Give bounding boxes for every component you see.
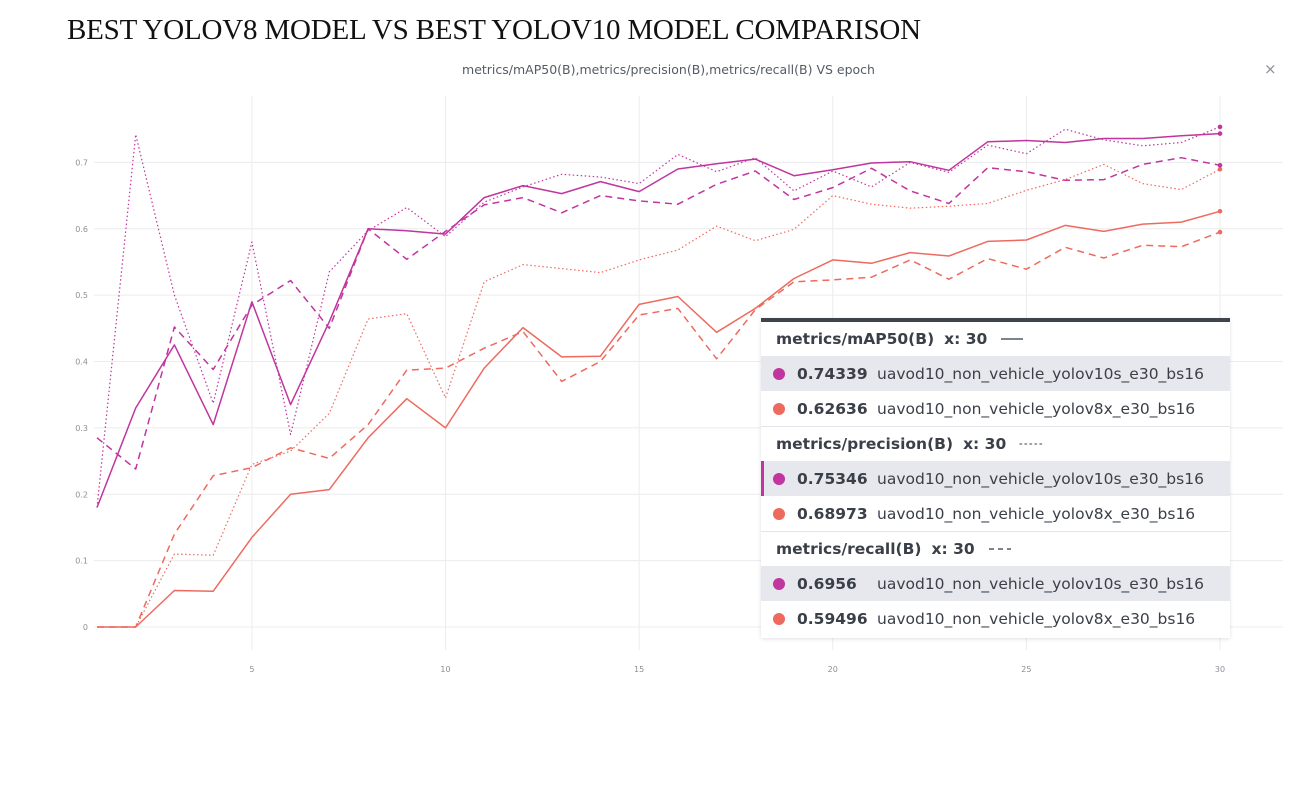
hover-markers — [1217, 124, 1223, 235]
y-tick-label: 0.3 — [75, 424, 88, 433]
x-tick-label: 10 — [440, 665, 450, 674]
tooltip-value: 0.59496 — [797, 609, 868, 628]
y-tick-label: 0.7 — [75, 158, 88, 167]
line-style-solid-icon — [1001, 338, 1024, 340]
series-line-precision-yolov10s — [96, 126, 1221, 508]
tooltip-value: 0.75346 — [797, 469, 868, 488]
series-color-dot-icon — [773, 402, 785, 415]
series-line-precision-yolov8x — [97, 163, 1221, 628]
tooltip-x-value: x: 30 — [944, 330, 988, 348]
tooltip-x-value: x: 30 — [931, 540, 975, 558]
y-tick-label: 0.1 — [75, 557, 88, 566]
tooltip-run-name: uavod10_non_vehicle_yolov10s_e30_bs16 — [877, 574, 1204, 593]
tooltip-metric-name: metrics/recall(B) — [776, 540, 922, 558]
series-line-recall-yolov8x — [97, 231, 1221, 628]
chart-title: metrics/mAP50(B),metrics/precision(B),me… — [462, 62, 875, 77]
x-tick-label: 20 — [828, 665, 838, 674]
x-tick-label: 5 — [249, 665, 254, 674]
hover-point-map50-yolov8x — [1217, 208, 1223, 214]
hover-point-map50-yolov10s — [1217, 131, 1223, 136]
hover-point-recall-yolov10s — [1217, 162, 1223, 168]
tooltip-row: 0.75346 uavod10_non_vehicle_yolov10s_e30_… — [761, 461, 1230, 496]
tooltip-row: 0.62636 uavod10_non_vehicle_yolov8x_e30_b… — [761, 391, 1230, 426]
tooltip-value: 0.68973 — [797, 504, 868, 523]
line-style-dashed-icon — [988, 548, 1011, 550]
hover-point-precision-yolov10s — [1217, 124, 1223, 130]
series-color-dot-icon — [773, 367, 785, 380]
series-color-dot-icon — [773, 507, 785, 520]
tooltip-row: 0.6956 uavod10_non_vehicle_yolov10s_e30_b… — [761, 566, 1230, 601]
tooltip-run-name: uavod10_non_vehicle_yolov8x_e30_bs16 — [877, 504, 1196, 523]
tooltip-run-name: uavod10_non_vehicle_yolov8x_e30_bs16 — [877, 399, 1196, 418]
tooltip-group-header: metrics/mAP50(B) x: 30 — [761, 322, 1230, 356]
tooltip-row: 0.68973 uavod10_non_vehicle_yolov8x_e30_b… — [761, 496, 1230, 531]
tooltip-run-name: uavod10_non_vehicle_yolov8x_e30_bs16 — [877, 609, 1196, 628]
x-tick-label: 25 — [1021, 665, 1031, 674]
x-tick-label: 15 — [634, 665, 644, 674]
hover-point-precision-yolov8x — [1217, 166, 1223, 172]
y-tick-label: 0.4 — [75, 358, 88, 367]
page-heading: BEST YOLOV8 MODEL VS BEST YOLOV10 MODEL … — [67, 14, 921, 46]
series-lines — [96, 126, 1221, 628]
y-tick-label: 0 — [83, 623, 88, 632]
tooltip-run-name: uavod10_non_vehicle_yolov10s_e30_bs16 — [877, 364, 1204, 383]
tooltip-x-value: x: 30 — [963, 435, 1007, 453]
tooltip-metric-name: metrics/precision(B) — [776, 435, 954, 453]
tooltip-row: 0.74339 uavod10_non_vehicle_yolov10s_e30_… — [761, 356, 1230, 391]
tooltip-value: 0.74339 — [797, 364, 868, 383]
series-line-map50-yolov8x — [97, 210, 1221, 628]
y-tick-label: 0.6 — [75, 225, 88, 234]
hover-point-recall-yolov8x — [1217, 229, 1223, 235]
x-tick-label: 30 — [1215, 665, 1225, 674]
close-button[interactable]: × — [1264, 60, 1277, 78]
tooltip-value: 0.62636 — [797, 399, 868, 418]
series-line-map50-yolov10s — [96, 132, 1221, 508]
tooltip-metric-name: metrics/mAP50(B) — [776, 330, 935, 348]
series-color-dot-icon — [773, 612, 785, 625]
tooltip-divider — [761, 531, 1230, 532]
tooltip-divider — [761, 426, 1230, 427]
tooltip-run-name: uavod10_non_vehicle_yolov10s_e30_bs16 — [877, 469, 1204, 488]
series-color-dot-icon — [773, 472, 785, 485]
series-line-recall-yolov10s — [96, 156, 1221, 470]
line-style-dotted-icon — [1019, 443, 1043, 445]
tooltip-row: 0.59496 uavod10_non_vehicle_yolov8x_e30_b… — [761, 601, 1230, 636]
hover-tooltip: metrics/mAP50(B) x: 30 0.74339 uavod10_non_… — [761, 318, 1230, 638]
tooltip-group-header: metrics/precision(B) x: 30 — [761, 427, 1230, 461]
axis-ticks: 0 0.1 0.2 0.3 0.4 0.5 0.6 0.7 5 10 15 20 25 30 — [75, 158, 1225, 674]
tooltip-group-header: metrics/recall(B) x: 30 — [761, 532, 1230, 566]
y-tick-label: 0.2 — [75, 490, 88, 499]
series-color-dot-icon — [773, 577, 785, 590]
tooltip-value: 0.6956 — [797, 574, 857, 593]
y-tick-label: 0.5 — [75, 291, 88, 300]
